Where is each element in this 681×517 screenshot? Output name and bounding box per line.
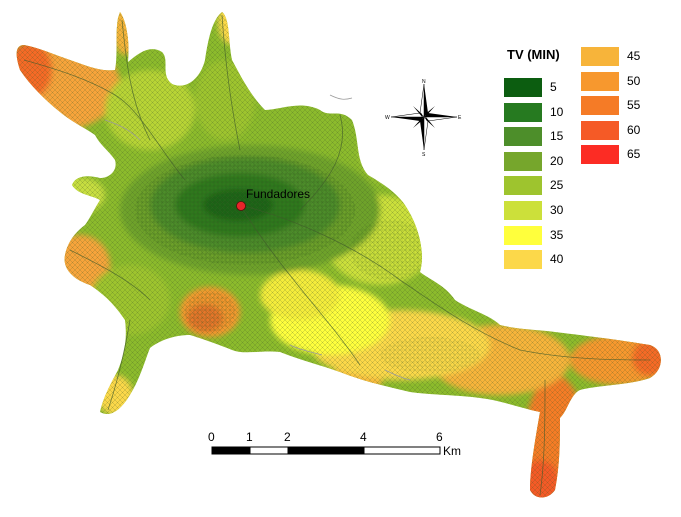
legend-label: 25 <box>550 178 564 193</box>
legend-swatch <box>504 151 542 171</box>
legend-swatch <box>504 78 542 97</box>
legend-swatch <box>581 145 619 165</box>
scale-tick-2: 2 <box>284 430 291 444</box>
legend-swatch <box>581 120 619 140</box>
legend-label: 60 <box>627 122 641 137</box>
legend-swatch <box>581 96 619 116</box>
scale-tick-1: 1 <box>246 430 253 444</box>
legend-title: TV (MIN) <box>507 47 560 62</box>
legend-swatch <box>504 225 542 245</box>
scale-unit: Km <box>443 444 461 458</box>
scale-tick-6: 6 <box>436 430 443 444</box>
legend-label: 10 <box>550 104 564 119</box>
legend-label: 65 <box>627 147 641 162</box>
scale-tick-0: 0 <box>208 430 215 444</box>
river-lines <box>104 94 411 381</box>
fundadores-marker <box>236 201 246 211</box>
legend-label: 40 <box>550 252 564 267</box>
legend-label: 20 <box>550 153 564 168</box>
legend-swatch <box>504 102 542 122</box>
road-network <box>23 14 651 496</box>
legend-swatch <box>581 47 619 66</box>
compass-east-label: E <box>458 115 462 121</box>
legend-label: 50 <box>627 73 641 88</box>
legend-label: 5 <box>550 80 557 94</box>
legend-label: 35 <box>550 227 564 242</box>
scale-tick-4: 4 <box>360 430 367 444</box>
legend-label: 45 <box>627 49 641 63</box>
compass-rose: N S E W <box>385 79 462 158</box>
compass-south-label: S <box>422 152 426 158</box>
legend-swatch <box>504 201 542 220</box>
legend-swatch <box>504 250 542 270</box>
legend-swatch <box>504 127 542 147</box>
compass-west-label: W <box>385 115 390 121</box>
scale-bar: 0 1 2 4 6 Km <box>208 430 461 458</box>
fundadores-label: Fundadores <box>246 187 310 201</box>
legend-label: 55 <box>627 98 641 113</box>
legend-swatch <box>504 176 542 196</box>
travel-time-zones <box>16 12 661 498</box>
compass-north-label: N <box>422 79 426 85</box>
legend-label: 15 <box>550 129 564 144</box>
legend-label: 30 <box>550 203 564 217</box>
legend-swatch <box>581 71 619 91</box>
